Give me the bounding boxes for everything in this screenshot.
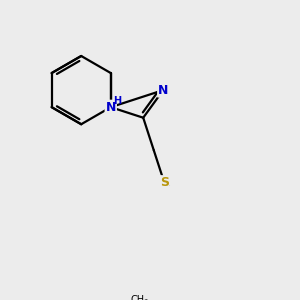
- Text: N: N: [106, 101, 116, 114]
- Text: S: S: [160, 176, 169, 189]
- Text: H: H: [113, 96, 122, 106]
- Text: N: N: [158, 84, 169, 97]
- Text: CH₃: CH₃: [131, 295, 149, 300]
